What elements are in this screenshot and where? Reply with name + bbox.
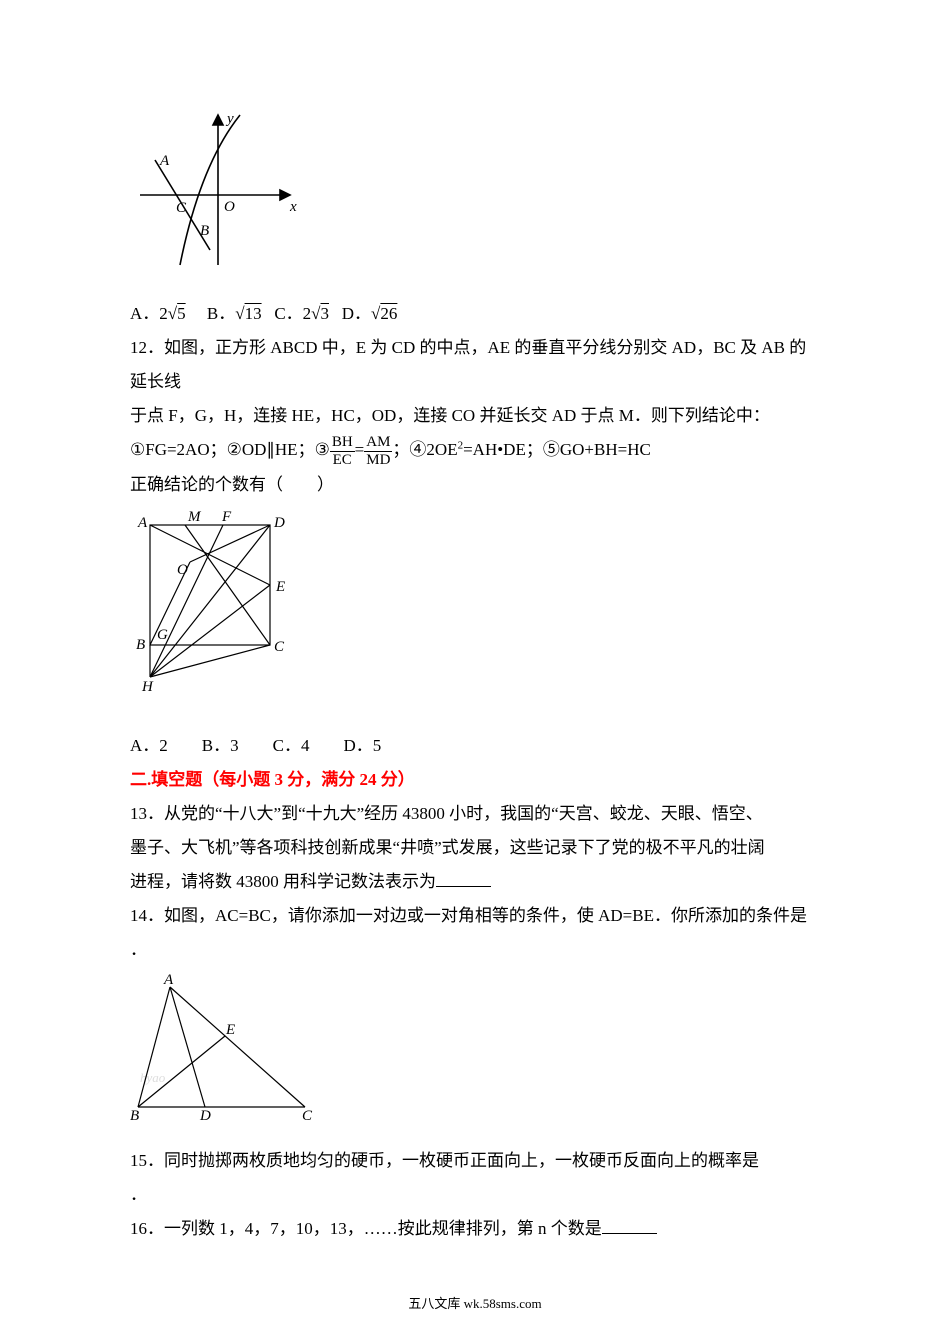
q12-options: A．2 B．3 C．4 D．5 (130, 729, 820, 763)
opt-c-prefix: C．2 (274, 304, 311, 323)
lbl-E: E (225, 1022, 235, 1038)
q12-conclusions: ①FG=2AO；②OD∥HE；③BHEC=AMMD；④2OE2=AH•DE；⑤G… (130, 433, 820, 468)
opt-a-prefix: A．2 (130, 304, 168, 323)
lbl-G: G (157, 627, 168, 643)
q16-blank (602, 1216, 657, 1234)
label-y: y (225, 111, 234, 127)
label-A: A (159, 153, 170, 169)
lbl-D: D (199, 1108, 211, 1122)
eq: = (355, 440, 365, 459)
lbl-A: A (163, 972, 174, 988)
q12-figure: A M F D O E B G C H (130, 507, 820, 719)
q15-dot: ． (130, 1178, 820, 1212)
label-O: O (224, 199, 235, 215)
q12-tail: 正确结论的个数有（ ） (130, 468, 820, 502)
lbl-A: A (137, 515, 148, 531)
opt-d-prefix: D． (342, 304, 371, 323)
q12-stem-2: 于点 F，G，H，连接 HE，HC，OD，连接 CO 并延长交 AD 于点 M．… (130, 399, 820, 433)
label-x: x (289, 199, 297, 215)
q13-l2: 墨子、大飞机”等各项科技创新成果“井喷”式发展，这些记录下了党的极不平凡的壮阔 (130, 831, 820, 865)
opt-b-rad: 13 (245, 304, 262, 323)
opt-d-rad: 26 (380, 304, 397, 323)
frac-am-md: AMMD (364, 434, 392, 468)
lbl-M: M (187, 509, 202, 525)
q13-blank (436, 869, 491, 887)
lbl-O: O (177, 562, 188, 578)
lbl-B: B (130, 1108, 139, 1122)
q14-dot: ． (130, 933, 820, 967)
lbl-F: F (221, 509, 232, 525)
opt-a-rad: 5 (177, 304, 186, 323)
q12-stem-1: 12．如图，正方形 ABCD 中，E 为 CD 的中点，AE 的垂直平分线分别交… (130, 331, 820, 399)
q13-l3: 进程，请将数 43800 用科学记数法表示为 (130, 865, 820, 899)
lbl-B: B (136, 637, 145, 653)
opt-b-prefix: B． (207, 304, 235, 323)
lbl-E: E (275, 579, 285, 595)
q12-concl-tail1: =AH•DE；⑤GO+BH=HC (463, 440, 651, 459)
q16-l1: 16．一列数 1，4，7，10，13，……按此规律排列，第 n 个数是 (130, 1212, 820, 1246)
label-C: C (176, 200, 187, 216)
lbl-H: H (141, 679, 154, 695)
label-B: B (200, 223, 209, 239)
lbl-D: D (273, 515, 285, 531)
frac-bh-ec: BHEC (330, 434, 355, 468)
section-2-heading: 二.填空题（每小题 3 分，满分 24 分） (130, 763, 820, 797)
q12-concl-mid: ；④2OE (392, 440, 457, 459)
q14-figure: hyao A E B D C (130, 972, 820, 1134)
q11-figure: A B C O x y (130, 105, 820, 287)
q16-l1-text: 16．一列数 1，4，7，10，13，……按此规律排列，第 n 个数是 (130, 1219, 602, 1238)
page-footer: 五八文库 wk.58sms.com (0, 1293, 950, 1312)
q15-l1: 15．同时抛掷两枚质地均匀的硬币，一枚硬币正面向上，一枚硬币反面向上的概率是 (130, 1144, 820, 1178)
q11-options: A．2√5 B．√13 C．2√3 D．√26 (130, 297, 820, 331)
lbl-C: C (274, 639, 285, 655)
q13-l1: 13．从党的“十八大”到“十九大”经历 43800 小时，我国的“天宫、蛟龙、天… (130, 797, 820, 831)
opt-c-rad: 3 (321, 304, 330, 323)
q13-l3-text: 进程，请将数 43800 用科学记数法表示为 (130, 872, 436, 891)
q14-l1: 14．如图，AC=BC，请你添加一对边或一对角相等的条件，使 AD=BE．你所添… (130, 899, 820, 933)
lbl-C: C (302, 1108, 313, 1122)
q12-concl-prefix: ①FG=2AO；②OD∥HE；③ (130, 440, 330, 459)
